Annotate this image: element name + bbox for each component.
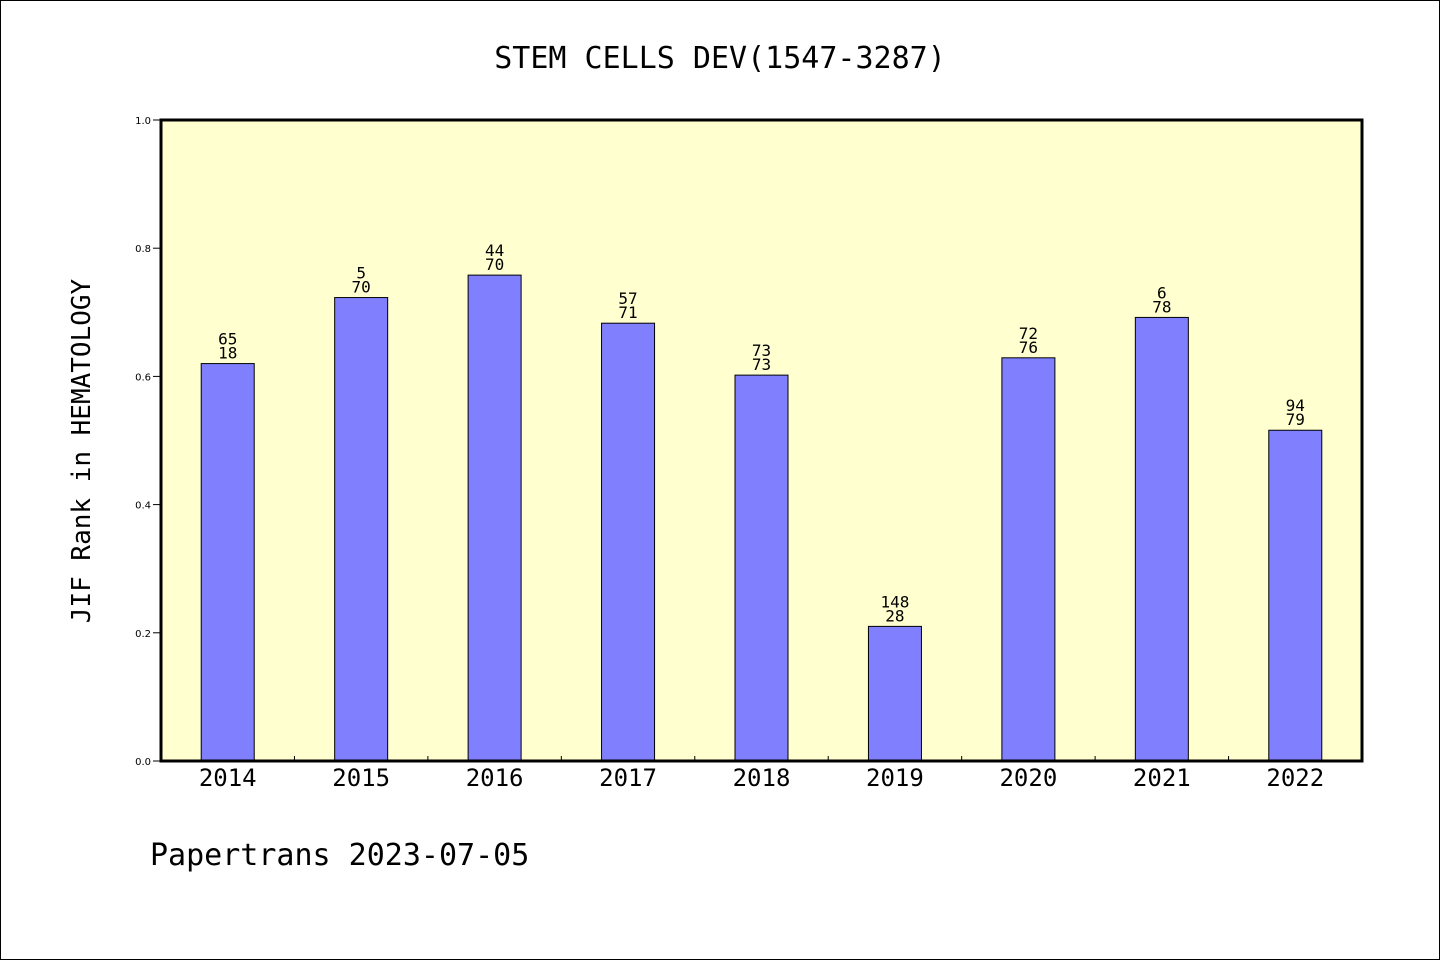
data-label-top: 72	[1019, 324, 1038, 343]
x-tick-label: 2018	[733, 764, 791, 792]
footer-text: Papertrans 2023-07-05	[150, 838, 529, 873]
x-tick-label: 2022	[1266, 764, 1324, 792]
bar	[467, 274, 522, 762]
y-tick-label: 1.0	[135, 116, 151, 127]
data-label-top: 65	[218, 330, 237, 349]
data-label-top: 44	[485, 241, 504, 260]
data-label-bottom: 73	[752, 355, 771, 374]
bar	[334, 297, 389, 762]
data-label-bottom: 79	[1286, 410, 1305, 429]
data-label-bottom: 28	[885, 606, 904, 625]
data-label-top: 57	[618, 289, 637, 308]
bar	[734, 374, 789, 762]
x-tick-label: 2015	[332, 764, 390, 792]
y-axis: 0.0 0.2 0.4 0.6 0.8 1.0	[135, 116, 161, 768]
y-tick-label: 0.2	[135, 629, 151, 640]
plot-border	[159, 118, 1364, 763]
bar	[1134, 316, 1189, 762]
y-tick-label: 0.8	[135, 244, 151, 255]
data-label-top: 6	[1157, 283, 1167, 302]
y-tick-label: 0.0	[135, 757, 151, 768]
x-tick-label: 2014	[199, 764, 257, 792]
bars-group	[200, 274, 1323, 762]
x-tick-label: 2017	[599, 764, 657, 792]
data-label-bottom: 70	[485, 255, 504, 274]
data-label-top: 5	[356, 264, 366, 283]
x-tick-label: 2021	[1133, 764, 1191, 792]
bar	[601, 322, 656, 762]
data-label-bottom: 76	[1019, 338, 1038, 357]
data-label-bottom: 18	[218, 344, 237, 363]
bar	[867, 625, 922, 762]
data-label-top: 94	[1286, 396, 1305, 415]
x-tick-label: 2019	[866, 764, 924, 792]
bar	[1268, 429, 1323, 762]
bar	[1001, 357, 1056, 762]
chart-title: STEM CELLS DEV(1547-3287)	[494, 41, 946, 76]
data-label-bottom: 78	[1152, 297, 1171, 316]
y-tick-label: 0.6	[135, 372, 151, 383]
y-axis-label: JIF Rank in HEMATOLOGY	[67, 278, 97, 623]
data-label-top: 148	[880, 592, 909, 611]
x-tick-label: 2016	[466, 764, 524, 792]
y-tick-label: 0.4	[135, 501, 151, 512]
x-tick-label: 2020	[999, 764, 1057, 792]
data-label-top: 73	[752, 341, 771, 360]
bar	[200, 363, 255, 762]
data-label-bottom: 70	[352, 278, 371, 297]
data-label-bottom: 71	[618, 303, 637, 322]
x-axis: 2014 2015 2016 2017 2018 2019 2020 2021 2022	[199, 756, 1324, 792]
